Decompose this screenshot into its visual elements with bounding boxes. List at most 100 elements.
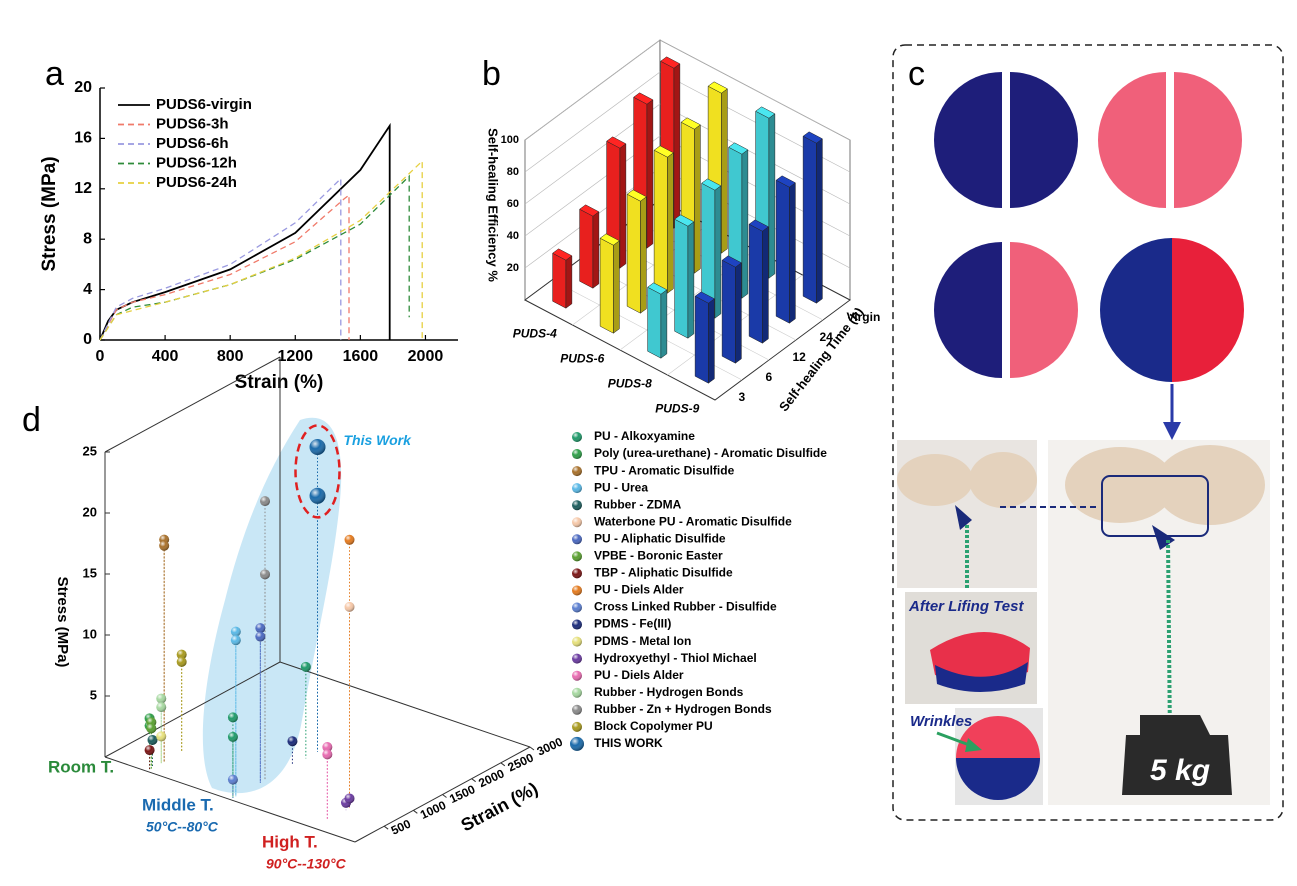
bar-top [707, 81, 728, 94]
panel-label: c [908, 55, 925, 93]
bar-face [789, 182, 796, 324]
point-shine [322, 742, 333, 753]
legend-label: TBP - Aliphatic Disulfide [594, 566, 733, 580]
y-axis-label: Stress (MPa) [54, 577, 71, 668]
x-tick [529, 746, 535, 751]
z-tick-label: 60 [507, 198, 519, 210]
point-shine [146, 723, 157, 734]
point-shine [159, 540, 170, 551]
bar-face [687, 221, 695, 339]
point-shine [344, 601, 355, 612]
y-tick-label: 15 [83, 565, 97, 580]
weight [1122, 715, 1232, 795]
bar-top [606, 136, 627, 149]
bar-face [619, 143, 627, 269]
highlight-box [1101, 475, 1209, 537]
disc-half [1100, 238, 1172, 382]
sample [935, 662, 1028, 692]
panel-frame [892, 44, 1284, 821]
point-shine [260, 569, 270, 580]
arrow-head [965, 738, 982, 752]
legend-label: Rubber - Hydrogen Bonds [594, 685, 744, 699]
bar-face [674, 218, 689, 339]
hand [1065, 447, 1175, 523]
point-shine [572, 619, 582, 630]
axis-edge [104, 756, 356, 843]
legend-label: PU - Urea [594, 480, 648, 494]
y-axis-label: Stress (MPa) [39, 156, 60, 271]
bar [653, 145, 674, 294]
disc-half [1174, 72, 1242, 208]
x-tick [383, 825, 389, 830]
axis-edge [279, 661, 531, 748]
z-tick-label: 20 [507, 262, 519, 274]
grid-line [524, 71, 851, 173]
photo-label: 5 kg [1150, 754, 1210, 787]
point-shine [572, 432, 582, 442]
bar [626, 189, 647, 314]
x-tick-label: 1500 [447, 782, 477, 806]
axis-edge [104, 356, 281, 453]
y-tick-label: 20 [83, 504, 97, 519]
hand [969, 452, 1037, 508]
bar-top [579, 204, 600, 217]
legend-label: PU - Diels Alder [594, 668, 684, 682]
x-tick-label: 2000 [476, 766, 506, 790]
bar-face [721, 259, 736, 364]
photo-panel: After Lifing Test Wrinkles 5 kg [892, 44, 1284, 821]
disc-half [1172, 238, 1244, 382]
legend-label: TPU - Aromatic Disulfide [594, 463, 735, 477]
series-line [99, 177, 342, 341]
bar-face [592, 211, 600, 289]
point-shine [572, 551, 582, 562]
bar-face [775, 179, 790, 324]
grid-line [524, 39, 851, 141]
bar [552, 248, 573, 309]
zone-label: Room T. [48, 757, 114, 776]
bar-face [762, 226, 769, 344]
photo-label: Wrinkles [910, 713, 972, 730]
legend-label: PUDS6-3h [156, 115, 229, 132]
category-label: PUDS-9 [655, 402, 699, 416]
y-tick-label: 0 [83, 331, 92, 348]
bar-face [673, 63, 681, 229]
legend-label: VPBE - Boronic Easter [594, 549, 723, 563]
legend-label: Poly (urea-urethane) - Aromatic Disulfid… [594, 446, 827, 460]
bar-top [721, 255, 742, 268]
time-label: 12 [793, 350, 807, 364]
bar-top [552, 248, 573, 261]
y-tick-label: 25 [83, 443, 97, 458]
bar-top [728, 142, 749, 155]
point-shine [322, 749, 333, 760]
bar-face [653, 149, 668, 294]
bar-face [660, 289, 668, 359]
x-tick-label: 400 [152, 348, 179, 365]
bar-face [565, 255, 573, 309]
point-shine [572, 500, 582, 511]
point-shine [572, 483, 582, 494]
photo-label: After Lifing Test [908, 598, 1024, 615]
panel-label: b [482, 55, 501, 93]
x-tick-label: 500 [389, 816, 413, 837]
bar-face [694, 124, 701, 274]
series-line [99, 174, 410, 341]
point-shine [572, 585, 582, 596]
bar-top [660, 56, 681, 69]
bar [748, 219, 769, 344]
x-tick [471, 778, 476, 783]
point-shine [156, 702, 167, 713]
x-tick-label: 1600 [343, 348, 379, 365]
sample [930, 631, 1030, 682]
y-tick-label: 12 [74, 180, 92, 197]
point-shine [572, 568, 582, 579]
bar-top [674, 214, 695, 227]
point-shine [572, 466, 582, 477]
bar [674, 214, 695, 339]
grid-line [524, 103, 851, 205]
point-shine [230, 626, 241, 637]
legend-label: Cross Linked Rubber - Disulfide [594, 600, 777, 614]
hand [897, 454, 973, 506]
time-label: Virgin [847, 310, 881, 324]
x-tick [500, 762, 506, 767]
bar-top [802, 131, 823, 144]
